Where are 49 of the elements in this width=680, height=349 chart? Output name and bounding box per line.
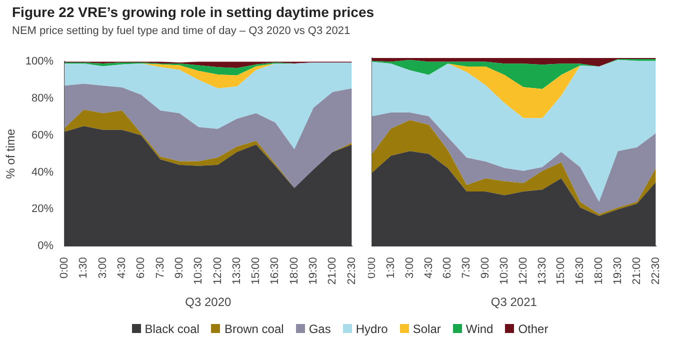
x-tick-label: 10:30 — [498, 257, 510, 285]
x-tick-label: 9:00 — [480, 257, 492, 278]
x-tick-label: 3:00 — [404, 257, 416, 278]
x-tick-label: 0:00 — [58, 257, 71, 278]
legend-label: Other — [517, 322, 548, 336]
x-tick-label: 10:30 — [192, 257, 205, 285]
x-tick-label: 7:30 — [460, 257, 473, 278]
x-tick-label: 16:30 — [269, 257, 282, 285]
x-tick-label: 12:00 — [212, 257, 224, 285]
x-tick-label: 15:00 — [250, 257, 262, 285]
x-tick-label: 6:00 — [135, 257, 148, 278]
x-tick-label: 19:30 — [612, 257, 624, 285]
x-tick-label: 22:30 — [346, 257, 358, 285]
chart-subtitle: NEM price setting by fuel type and time of day – Q3 2020 vs Q3 2021 — [12, 25, 350, 37]
legend-label: Black coal — [144, 322, 200, 336]
legend-label: Brown coal — [223, 322, 284, 336]
legend-label: Gas — [308, 322, 331, 336]
x-tick-label: 3:00 — [96, 257, 109, 278]
x-tick-label: 18:00 — [288, 257, 300, 285]
x-tick-label: 21:00 — [326, 257, 339, 285]
legend-label: Hydro — [354, 322, 388, 336]
x-axis-title: Q3 2021 — [490, 295, 538, 310]
legend-label: Solar — [412, 322, 441, 336]
chart-title: Figure 22 VRE’s growing role in setting daytime prices — [12, 4, 374, 20]
x-tick-label: 16:30 — [574, 257, 586, 285]
x-tick-label: 4:30 — [422, 257, 435, 278]
x-tick-label: 15:00 — [555, 257, 568, 285]
x-tick-label: 18:00 — [593, 257, 606, 285]
x-tick-label: 21:00 — [630, 257, 643, 285]
legend-label: Wind — [464, 322, 494, 336]
x-tick-label: 4:30 — [116, 257, 128, 278]
x-tick-label: 12:00 — [517, 257, 530, 285]
y-tick-label: 80% — [32, 92, 54, 105]
y-tick-label: 0% — [38, 240, 54, 252]
x-tick-label: 13:30 — [230, 257, 243, 285]
x-tick-label: 7:30 — [154, 257, 166, 278]
y-axis-title: % of time — [4, 128, 18, 179]
y-tick-label: 100% — [25, 56, 54, 68]
y-tick-label: 60% — [32, 129, 54, 142]
x-tick-label: 1:30 — [384, 257, 397, 278]
y-tick-label: 20% — [32, 203, 54, 216]
x-tick-label: 1:30 — [78, 257, 90, 278]
x-tick-label: 9:00 — [173, 257, 186, 278]
y-tick-label: 40% — [32, 166, 54, 178]
x-axis-title: Q3 2020 — [185, 295, 232, 310]
x-tick-label: 6:00 — [442, 257, 454, 278]
x-tick-label: 22:30 — [650, 257, 662, 285]
x-tick-label: 13:30 — [536, 257, 548, 285]
x-tick-label: 19:30 — [308, 257, 320, 285]
